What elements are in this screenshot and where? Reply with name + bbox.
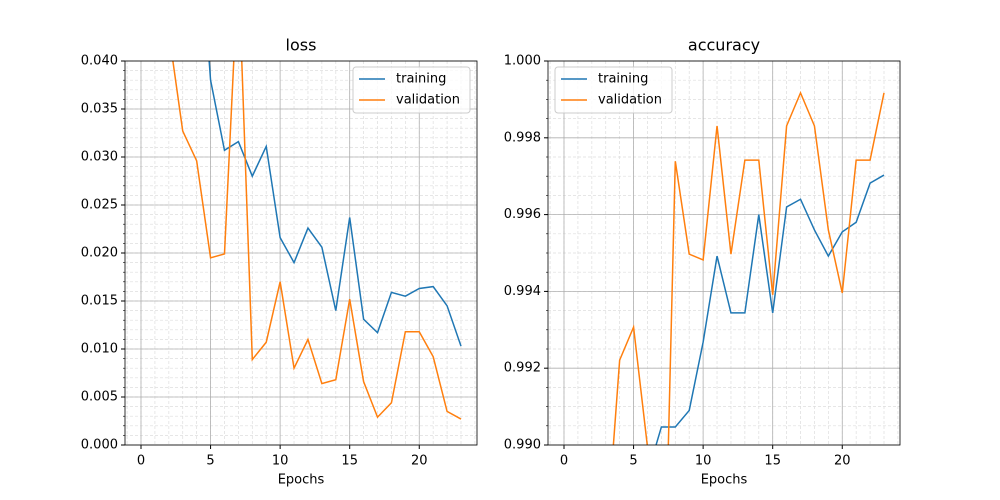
subplot-title: loss	[286, 36, 317, 55]
axes-frame	[547, 60, 901, 446]
x-tick-label: 15	[764, 454, 781, 469]
x-tick-label: 0	[560, 454, 568, 469]
y-tick-label: 1.000	[504, 54, 541, 69]
y-tick-label: 0.996	[504, 207, 541, 222]
y-tick-label: 0.040	[81, 54, 118, 69]
legend-label: training	[598, 72, 648, 87]
legend-label: validation	[396, 93, 460, 108]
series-line	[172, 61, 462, 420]
series-line	[208, 61, 462, 347]
x-tick-label: 15	[341, 454, 358, 469]
axes-frame	[124, 60, 478, 446]
legend-label: validation	[598, 93, 662, 108]
subplot: 0 5 10 15 20 0.000 0.005 0.010 0.015 0.020 0.025 0.…	[81, 36, 478, 488]
series-line	[655, 174, 885, 445]
plot-lines	[612, 90, 885, 445]
legend-label: training	[396, 72, 446, 87]
y-tick-label: 0.992	[504, 361, 541, 376]
y-tick-label: 0.035	[81, 102, 118, 117]
y-tick-label: 0.030	[81, 150, 118, 165]
plot-lines	[172, 61, 462, 420]
series-line	[612, 90, 885, 445]
x-tick-label: 0	[137, 454, 145, 469]
x-tick-label: 10	[272, 454, 289, 469]
x-tick-label: 20	[834, 454, 851, 469]
x-tick-label: 5	[206, 454, 214, 469]
y-tick-label: 0.005	[81, 390, 118, 405]
x-tick-label: 10	[695, 454, 712, 469]
x-axis-label: Epochs	[701, 473, 748, 488]
x-tick-label: 20	[411, 454, 428, 469]
y-tick-label: 0.990	[504, 438, 541, 453]
y-tick-label: 0.998	[504, 130, 541, 145]
x-axis-label: Epochs	[278, 473, 325, 488]
x-tick-label: 5	[629, 454, 637, 469]
subplot: 0 5 10 15 20 0.990 0.992 0.994 0.996 0.998 1.000 ac…	[504, 36, 901, 488]
subplot-title: accuracy	[688, 36, 760, 55]
y-tick-label: 0.994	[504, 284, 541, 299]
y-tick-label: 0.015	[81, 294, 118, 309]
y-tick-label: 0.010	[81, 342, 118, 357]
y-tick-label: 0.020	[81, 246, 118, 261]
y-tick-label: 0.025	[81, 198, 118, 213]
y-tick-label: 0.000	[81, 438, 118, 453]
